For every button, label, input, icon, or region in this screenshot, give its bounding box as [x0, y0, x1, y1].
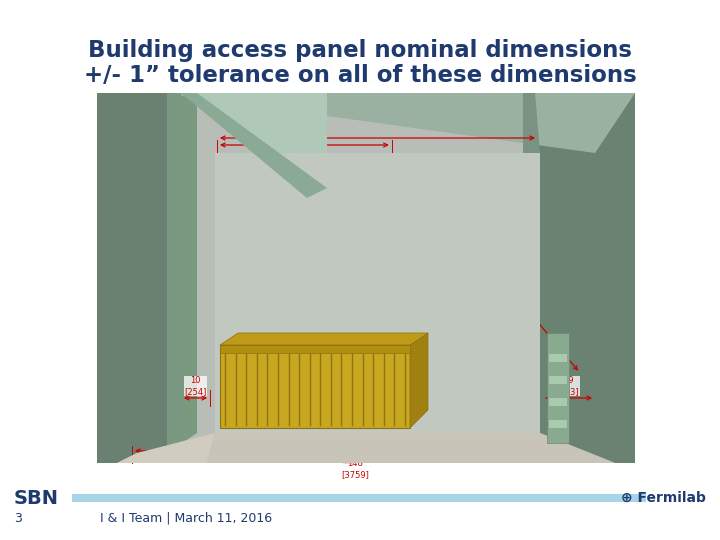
- Polygon shape: [220, 333, 428, 345]
- Text: 63
[1600]: 63 [1600]: [442, 382, 462, 409]
- Text: 12'-4": 12'-4": [341, 456, 369, 465]
- Bar: [220, 345, 410, 353]
- Polygon shape: [117, 433, 215, 463]
- Polygon shape: [167, 93, 635, 153]
- Bar: [215, 153, 540, 433]
- Text: 3: 3: [14, 511, 22, 524]
- Bar: [220, 345, 410, 428]
- Bar: [72, 494, 646, 502]
- Polygon shape: [181, 93, 327, 198]
- Text: 7'-25": 7'-25": [299, 308, 326, 318]
- Bar: [97, 93, 635, 463]
- Text: 19
[483]: 19 [483]: [557, 376, 580, 396]
- Text: 10
[254]: 10 [254]: [184, 376, 207, 396]
- Polygon shape: [535, 93, 540, 448]
- Bar: [549, 354, 567, 362]
- Text: 86½
[2197]: 86½ [2197]: [299, 311, 326, 330]
- Polygon shape: [207, 433, 615, 463]
- Text: SBN: SBN: [14, 489, 59, 508]
- Bar: [535, 93, 635, 463]
- Text: Building access panel nominal dimensions: Building access panel nominal dimensions: [88, 38, 632, 62]
- Polygon shape: [167, 93, 197, 453]
- Text: I & I Team | March 11, 2016: I & I Team | March 11, 2016: [100, 511, 272, 524]
- Bar: [523, 93, 535, 448]
- Text: [5969]: [5969]: [402, 293, 430, 302]
- Polygon shape: [410, 333, 428, 428]
- Bar: [167, 93, 181, 453]
- Text: 19'-10": 19'-10": [487, 240, 515, 271]
- Bar: [549, 398, 567, 406]
- Polygon shape: [117, 433, 615, 463]
- Bar: [549, 420, 567, 428]
- Text: +/- 1” tolerance on all of these dimensions: +/- 1” tolerance on all of these dimensi…: [84, 64, 636, 86]
- Text: 235
[5969]: 235 [5969]: [290, 124, 318, 144]
- Text: 19'-7": 19'-7": [291, 122, 318, 131]
- Bar: [97, 93, 167, 463]
- Text: 148
[3759]: 148 [3759]: [341, 460, 369, 478]
- Text: 19'-7": 19'-7": [402, 273, 429, 282]
- Text: 235: 235: [408, 283, 423, 292]
- Polygon shape: [197, 93, 327, 188]
- Bar: [549, 376, 567, 384]
- Bar: [547, 333, 569, 443]
- Text: ⊕ Fermilab: ⊕ Fermilab: [621, 491, 706, 505]
- Text: 229
[6045]: 229 [6045]: [492, 251, 525, 285]
